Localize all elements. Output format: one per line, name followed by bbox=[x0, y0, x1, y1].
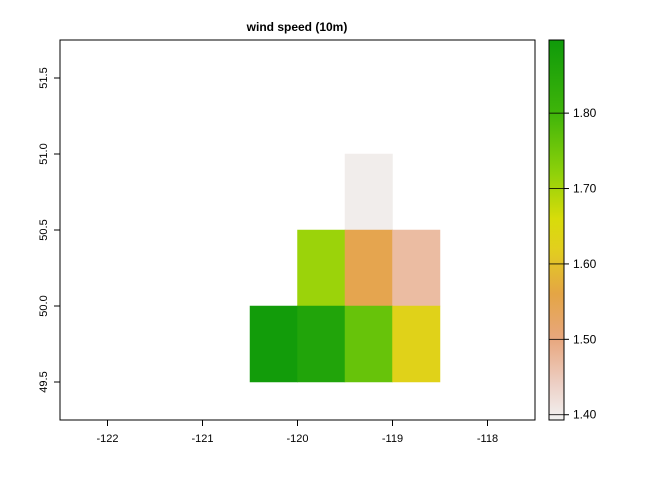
raster-cell bbox=[392, 305, 441, 383]
raster-cell bbox=[297, 229, 346, 307]
raster-cell bbox=[392, 229, 441, 307]
raster-cell bbox=[344, 153, 393, 231]
colorbar-frame bbox=[548, 39, 565, 421]
raster-cell bbox=[344, 305, 393, 383]
x-tick-label: -120 bbox=[286, 433, 308, 445]
raster-cell bbox=[344, 229, 393, 307]
y-axis: 49.5 50.0 50.5 51.0 51.5 bbox=[38, 67, 60, 393]
x-tick-label: -119 bbox=[382, 433, 403, 445]
raster-cell bbox=[297, 305, 346, 383]
y-tick-label: 50.5 bbox=[38, 219, 50, 240]
x-tick-label: -121 bbox=[191, 433, 213, 445]
colorbar-tick-label: 1.80 bbox=[573, 106, 597, 120]
raster-cells bbox=[249, 153, 441, 383]
x-axis: -122 -121 -120 -119 -118 bbox=[96, 420, 498, 445]
colorbar-tick-label: 1.50 bbox=[573, 332, 597, 346]
y-tick-label: 49.5 bbox=[38, 371, 50, 392]
x-tick-label: -122 bbox=[96, 433, 118, 445]
colorbar: 1.40 1.50 1.60 1.70 1.80 bbox=[548, 39, 597, 422]
colorbar-tick-label: 1.60 bbox=[573, 257, 597, 271]
y-tick-label: 50.0 bbox=[38, 295, 50, 316]
raster-cell bbox=[249, 305, 298, 383]
colorbar-tick-label: 1.70 bbox=[573, 182, 597, 196]
chart-title: wind speed (10m) bbox=[246, 20, 348, 34]
colorbar-gradient bbox=[549, 40, 564, 420]
y-tick-label: 51.0 bbox=[38, 143, 50, 164]
colorbar-tick-label: 1.40 bbox=[573, 408, 597, 422]
y-tick-label: 51.5 bbox=[38, 67, 50, 88]
x-tick-label: -118 bbox=[477, 433, 498, 445]
